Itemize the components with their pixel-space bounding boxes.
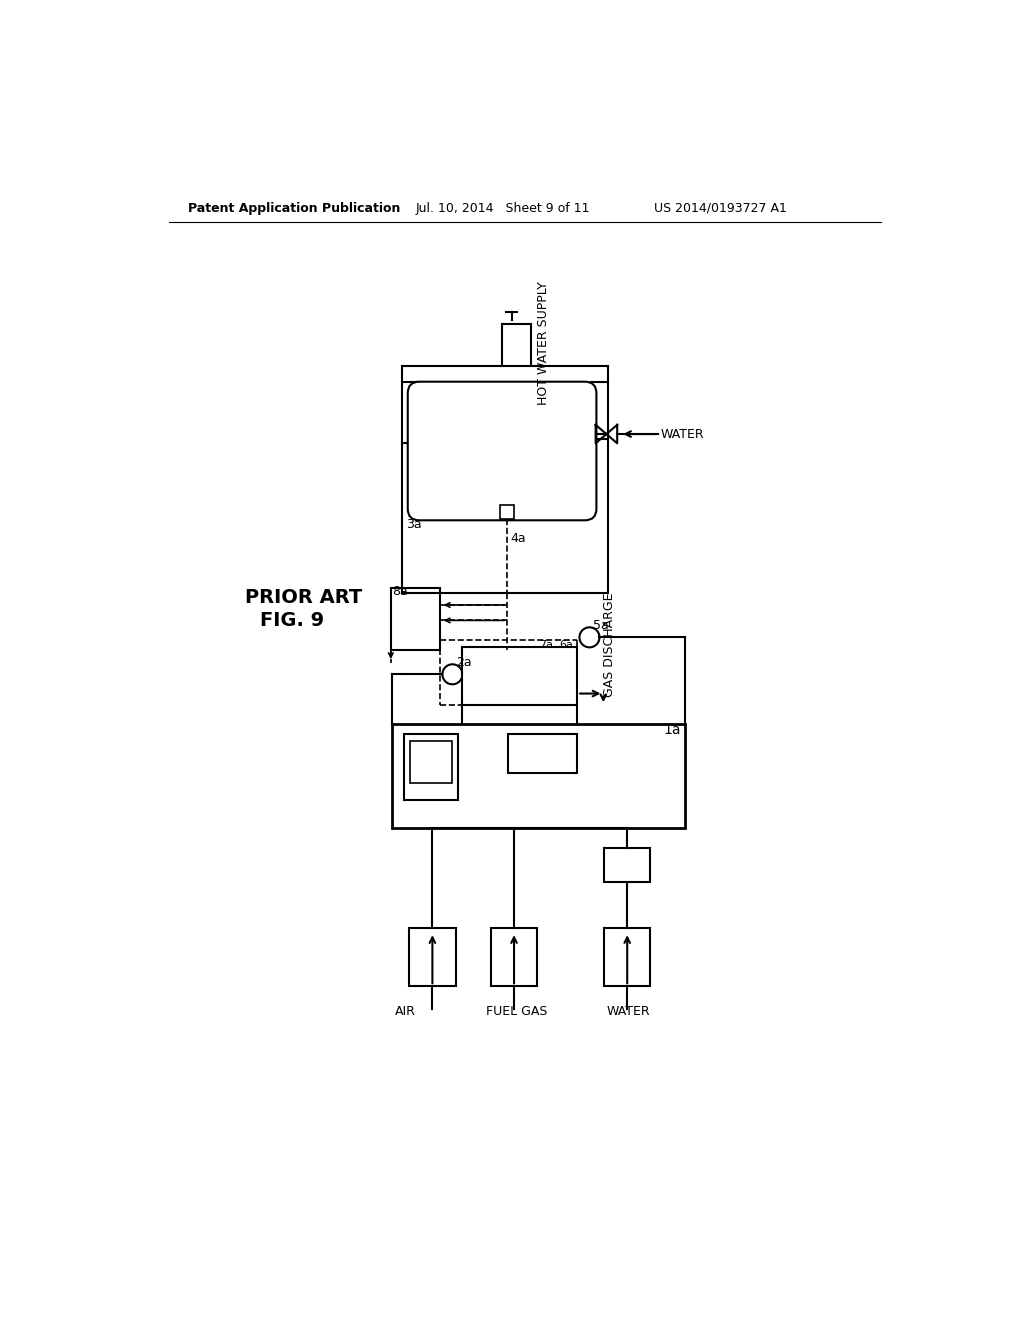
Text: HOT WATER SUPPLY: HOT WATER SUPPLY	[538, 281, 550, 405]
FancyBboxPatch shape	[408, 381, 596, 520]
Text: FUEL GAS: FUEL GAS	[486, 1005, 548, 1018]
Bar	[508, 734, 578, 774]
Text: 8a: 8a	[392, 585, 409, 598]
Bar	[604, 928, 650, 986]
Bar	[392, 725, 685, 829]
Text: 1a: 1a	[664, 723, 681, 737]
Text: 5a: 5a	[593, 619, 608, 631]
Text: Patent Application Publication: Patent Application Publication	[188, 202, 400, 215]
Bar	[463, 647, 578, 705]
Bar	[490, 928, 538, 986]
Text: 3a: 3a	[407, 519, 422, 532]
Bar	[500, 504, 514, 519]
Bar	[410, 928, 456, 986]
Bar	[391, 589, 440, 649]
Bar	[403, 734, 458, 800]
Text: WATER: WATER	[660, 428, 703, 441]
Text: Jul. 10, 2014   Sheet 9 of 11: Jul. 10, 2014 Sheet 9 of 11	[416, 202, 590, 215]
Bar	[410, 741, 452, 783]
Text: 2a: 2a	[457, 656, 472, 669]
Bar	[604, 847, 650, 882]
Text: 7a: 7a	[539, 640, 553, 649]
Text: AIR: AIR	[394, 1005, 416, 1018]
Bar	[591, 381, 608, 440]
Bar	[560, 649, 578, 667]
Bar	[402, 381, 419, 444]
Text: GAS DISCHARGE: GAS DISCHARGE	[603, 593, 616, 697]
Bar	[541, 649, 558, 667]
Text: 6a: 6a	[559, 640, 573, 649]
Text: 4a: 4a	[510, 532, 525, 545]
Text: PRIOR ART: PRIOR ART	[245, 587, 361, 607]
Text: FIG. 9: FIG. 9	[260, 611, 324, 630]
Text: US 2014/0193727 A1: US 2014/0193727 A1	[654, 202, 787, 215]
Text: WATER: WATER	[606, 1005, 650, 1018]
